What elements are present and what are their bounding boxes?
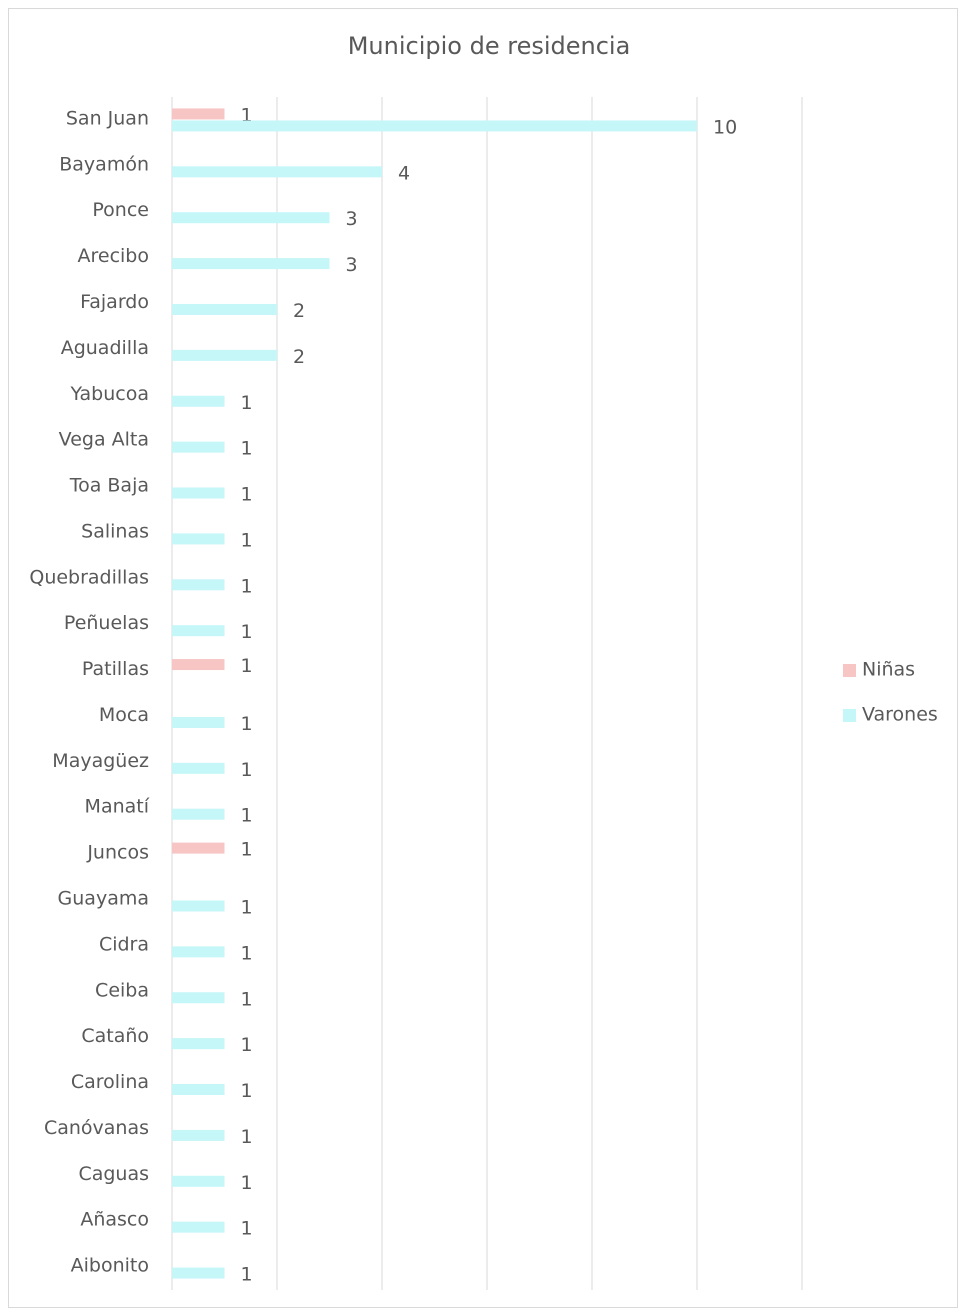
y-tick-label: Ponce <box>92 199 149 221</box>
y-tick-label: Mayagüez <box>52 750 149 772</box>
data-label: 1 <box>241 655 253 677</box>
bar <box>172 1221 225 1233</box>
data-label: 1 <box>241 1172 253 1194</box>
data-label: 1 <box>241 805 253 827</box>
y-tick-label: Aibonito <box>71 1255 149 1277</box>
bar <box>172 441 225 453</box>
y-tick-label: Guayama <box>58 887 149 909</box>
y-tick-label: Quebradillas <box>29 566 149 588</box>
data-label: 1 <box>241 621 253 643</box>
data-label: 1 <box>241 392 253 414</box>
bar <box>172 533 225 545</box>
y-tick-label: Ceiba <box>95 979 149 1001</box>
y-tick-label: Añasco <box>80 1209 149 1231</box>
y-tick-label: Aguadilla <box>61 337 149 359</box>
chart-border <box>8 8 958 1308</box>
bar <box>172 579 225 591</box>
data-label: 2 <box>293 300 305 322</box>
bar <box>172 716 225 728</box>
y-tick-label: Vega Alta <box>59 429 149 451</box>
bar <box>172 659 225 671</box>
y-tick-label: Bayamón <box>59 153 149 175</box>
bar <box>172 992 225 1004</box>
bar <box>172 258 330 270</box>
data-label: 3 <box>346 208 358 230</box>
bar <box>172 1175 225 1187</box>
data-label: 4 <box>398 162 410 184</box>
bar <box>172 762 225 774</box>
y-tick-label: Cataño <box>81 1025 149 1047</box>
y-tick-label: Patillas <box>82 658 149 680</box>
bar <box>172 625 225 637</box>
data-label: 1 <box>241 988 253 1010</box>
y-tick-label: Cidra <box>99 933 149 955</box>
y-tick-label: Fajardo <box>80 291 149 313</box>
y-tick-label: Juncos <box>86 842 149 864</box>
bar <box>172 900 225 912</box>
bar <box>172 166 382 178</box>
bar <box>172 212 330 224</box>
y-tick-label: Peñuelas <box>64 612 149 634</box>
legend-label: Varones <box>862 704 938 726</box>
data-label: 1 <box>241 1080 253 1102</box>
data-label: 1 <box>241 438 253 460</box>
data-label: 1 <box>241 839 253 861</box>
data-label: 1 <box>241 1218 253 1240</box>
data-label: 1 <box>241 529 253 551</box>
bar <box>172 1267 225 1279</box>
data-label: 1 <box>241 484 253 506</box>
y-tick-label: Salinas <box>81 520 149 542</box>
bar <box>172 349 277 361</box>
bar <box>172 395 225 407</box>
data-label: 1 <box>241 1034 253 1056</box>
bar <box>172 946 225 958</box>
legend-swatch <box>843 664 856 677</box>
bar <box>172 1038 225 1050</box>
data-label: 2 <box>293 346 305 368</box>
bar <box>172 487 225 499</box>
bar <box>172 303 277 315</box>
data-label: 10 <box>713 116 737 138</box>
bar <box>172 120 697 132</box>
bar <box>172 108 225 120</box>
y-tick-label: Yabucoa <box>70 383 149 405</box>
data-label: 1 <box>241 1264 253 1286</box>
y-tick-label: Arecibo <box>78 245 150 267</box>
bar <box>172 1129 225 1141</box>
legend-swatch <box>843 709 856 722</box>
bar <box>172 1084 225 1096</box>
y-tick-label: Caguas <box>78 1163 149 1185</box>
legend-label: Niñas <box>862 659 915 681</box>
y-tick-label: Toa Baja <box>69 475 149 497</box>
y-tick-label: Carolina <box>71 1071 149 1093</box>
data-label: 1 <box>241 896 253 918</box>
y-tick-label: Manatí <box>85 796 150 818</box>
data-label: 1 <box>241 759 253 781</box>
y-tick-label: San Juan <box>66 107 149 129</box>
data-label: 3 <box>346 254 358 276</box>
data-label: 1 <box>241 1126 253 1148</box>
data-label: 1 <box>241 942 253 964</box>
chart-title: Municipio de residencia <box>348 32 631 60</box>
bar <box>172 808 225 820</box>
bar <box>172 842 225 854</box>
data-label: 1 <box>241 575 253 597</box>
y-tick-label: Moca <box>99 704 149 726</box>
y-tick-label: Canóvanas <box>44 1117 149 1139</box>
data-label: 1 <box>241 713 253 735</box>
